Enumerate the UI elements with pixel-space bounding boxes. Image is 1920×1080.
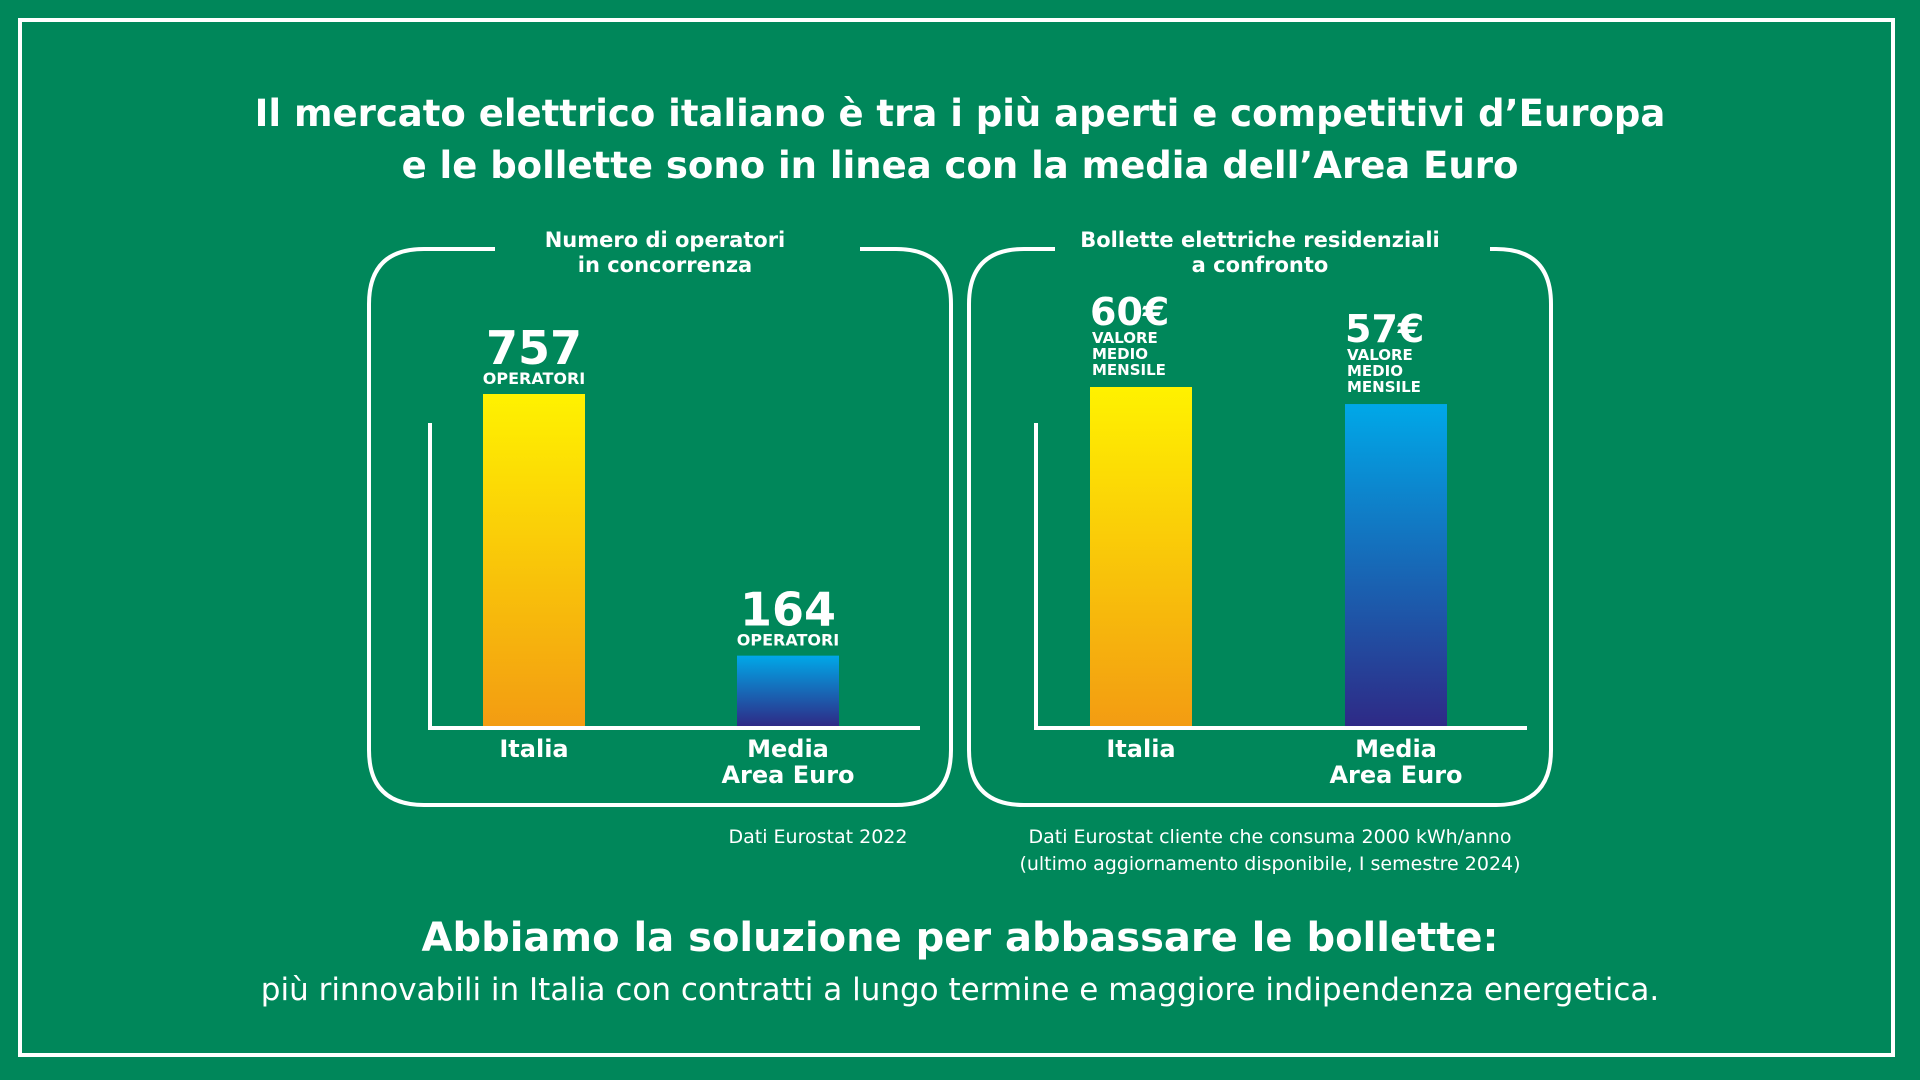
panel-border <box>967 247 1553 807</box>
value-label: 57€ <box>1345 307 1424 351</box>
category-label: Area Euro <box>721 761 854 789</box>
value-label: 60€ <box>1090 290 1169 334</box>
unit-label: MEDIO <box>1092 345 1148 363</box>
category-label: Italia <box>499 735 568 763</box>
panel-1-note-line-1: Dati Eurostat 2022 <box>728 826 908 848</box>
category-label: Italia <box>1106 735 1175 763</box>
outer-frame <box>18 18 1895 1057</box>
panel-2-note-line-2: (ultimo aggiornamento disponibile, I sem… <box>1019 853 1521 875</box>
bar-media-area-euro <box>737 655 839 726</box>
panel-border <box>367 247 953 807</box>
bottom-subtitle: più rinnovabili in Italia con contratti … <box>260 972 1660 1008</box>
unit-label: VALORE <box>1347 346 1413 364</box>
panel-1-title-line-1: Numero di operatori <box>544 228 786 252</box>
panel-2-title: Bollette elettriche residenziali a confr… <box>1055 228 1465 278</box>
panel-1-title-line-2: in concorrenza <box>577 253 753 277</box>
category-label: Area Euro <box>1329 761 1462 789</box>
category-label: Media <box>747 735 829 763</box>
panel-1-title: Numero di operatori in concorrenza <box>505 228 825 278</box>
panel-2-note: Dati Eurostat cliente che consuma 2000 k… <box>990 824 1550 878</box>
panel-2-note-line-1: Dati Eurostat cliente che consuma 2000 k… <box>1028 826 1512 848</box>
unit-label: MEDIO <box>1347 362 1403 380</box>
value-label: 164 <box>740 583 836 637</box>
unit-label: OPERATORI <box>737 631 840 650</box>
bar-italia <box>483 394 585 726</box>
unit-label: OPERATORI <box>483 369 586 388</box>
unit-label: MENSILE <box>1092 361 1166 379</box>
panel-1-note: Dati Eurostat 2022 <box>668 824 968 851</box>
unit-label: VALORE <box>1092 329 1158 347</box>
operators-chart: 757OPERATORIItalia164OPERATORIMediaArea … <box>367 247 953 807</box>
panel-2-title-line-2: a confronto <box>1191 253 1329 277</box>
value-label: 757 <box>486 321 582 375</box>
category-label: Media <box>1355 735 1437 763</box>
headline-line-1: Il mercato elettrico italiano è tra i pi… <box>254 92 1666 135</box>
bottom-title: Abbiamo la soluzione per abbassare le bo… <box>421 915 1499 961</box>
headline-line-2: e le bollette sono in linea con la media… <box>401 144 1519 187</box>
unit-label: MENSILE <box>1347 378 1421 396</box>
bar-italia <box>1090 387 1192 726</box>
bills-chart: 60€VALOREMEDIOMENSILEItalia57€VALOREMEDI… <box>967 247 1553 807</box>
bar-media-area-euro <box>1345 404 1447 726</box>
panel-2-title-line-1: Bollette elettriche residenziali <box>1080 228 1440 252</box>
